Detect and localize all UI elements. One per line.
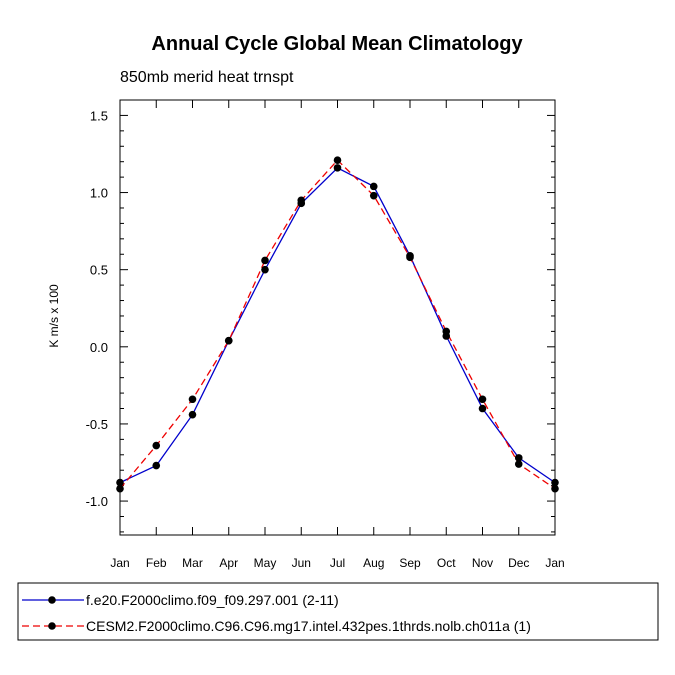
series-line-1: [119, 167, 556, 484]
y-tick-label: -1.0: [86, 494, 108, 509]
series-1-point: [551, 478, 559, 487]
y-tick-label: 1.0: [90, 186, 108, 201]
x-tick-label: Dec: [508, 556, 529, 570]
y-axis-label: K m/s x 100: [47, 284, 61, 348]
series-1-point: [261, 265, 269, 274]
y-tick-label: 0.0: [90, 340, 108, 355]
series-1-point: [514, 454, 523, 462]
series-1-point: [478, 404, 487, 413]
y-tick-label: 0.5: [90, 263, 108, 278]
series-2-point: [152, 441, 161, 450]
x-tick-label: Aug: [363, 556, 384, 570]
series-2-point: [551, 484, 559, 493]
legend-label-2: CESM2.F2000climo.C96.C96.mg17.intel.432p…: [86, 618, 531, 634]
series-layer: [116, 156, 559, 493]
x-tick-label: Nov: [472, 556, 493, 570]
legend-marker-1: [48, 596, 56, 604]
series-1-point: [152, 461, 161, 470]
series-1-point: [333, 164, 342, 172]
y-tick-label: 1.5: [90, 108, 108, 123]
y-ticks: 1.5 1.0 0.5 0.0 -0.5 -1.0: [86, 99, 555, 533]
series-1-point: [116, 478, 124, 487]
legend-label-1: f.e20.F2000climo.f09_f09.297.001 (2-11): [86, 592, 339, 608]
series-2-point: [116, 484, 124, 493]
series-2-point: [188, 395, 197, 404]
x-tick-label: Oct: [437, 556, 456, 570]
x-tick-label: Apr: [219, 556, 238, 570]
x-tick-label: Feb: [146, 556, 167, 570]
legend: f.e20.F2000climo.f09_f09.297.001 (2-11) C…: [22, 592, 531, 634]
y-tick-label: -0.5: [86, 417, 108, 432]
x-tick-label: Mar: [182, 556, 203, 570]
series-2-point: [514, 460, 523, 468]
series-1-point: [369, 182, 378, 191]
chart-subtitle: 850mb merid heat trnspt: [120, 69, 294, 86]
x-tick-label: Jun: [292, 556, 311, 570]
series-2-point: [369, 191, 378, 200]
x-tick-label: Jan: [545, 556, 564, 570]
x-tick-label: Sep: [399, 556, 421, 570]
x-tick-label: Jul: [330, 556, 345, 570]
series-2-point: [442, 327, 451, 336]
series-2-point: [406, 253, 414, 262]
series-2-point: [297, 196, 306, 205]
series-1-point: [188, 410, 197, 419]
legend-marker-2: [48, 622, 56, 630]
series-2-point: [478, 395, 487, 404]
x-ticks: Jan Feb Mar Apr May Jun Jul Aug Sep Oct Nov Dec Jan: [110, 100, 565, 570]
x-tick-label: Jan: [110, 556, 129, 570]
series-line-2: [119, 159, 556, 490]
legend-box: [17, 582, 659, 641]
chart-title: Annual Cycle Global Mean Climatology: [151, 33, 523, 55]
series-2-point: [224, 336, 233, 345]
x-tick-label: May: [254, 556, 277, 570]
series-2-point: [261, 256, 269, 265]
series-2-point: [333, 156, 342, 164]
